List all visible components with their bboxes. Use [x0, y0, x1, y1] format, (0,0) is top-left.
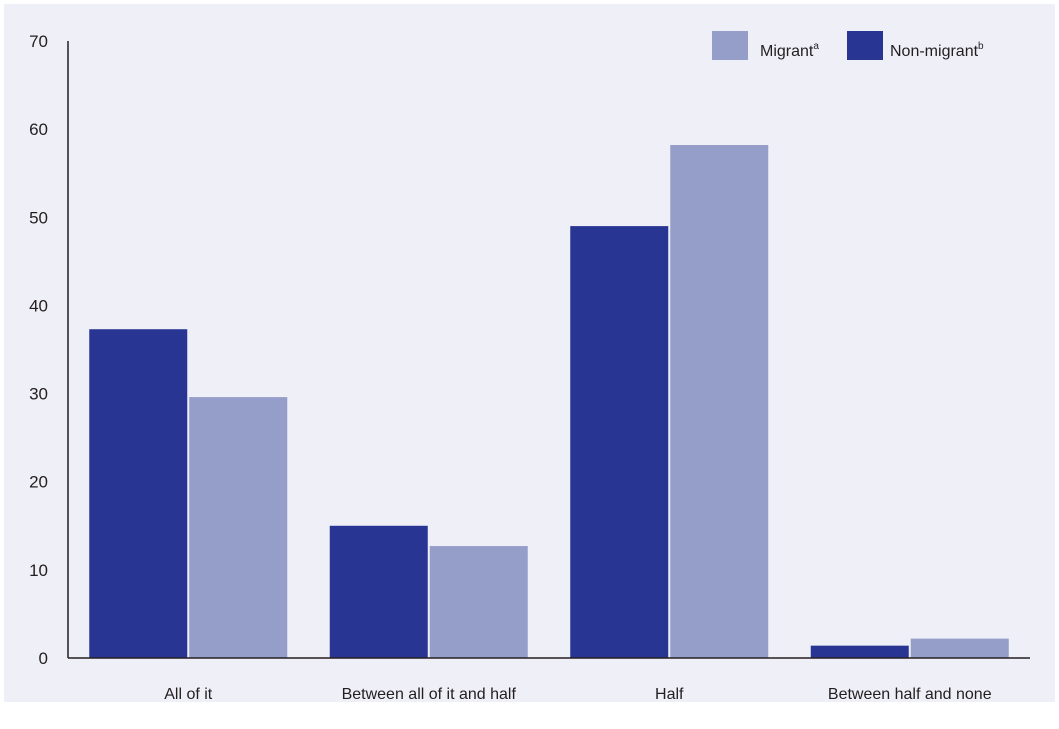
bars-layer: [89, 145, 1009, 659]
bar-non-migrant-all-of-it: [89, 329, 188, 658]
bar-migrant-all-of-it: [189, 397, 288, 658]
x-category-label-half: Half: [655, 686, 684, 703]
y-tick-labels: 0 10 20 30 40 50 60 70: [29, 32, 48, 668]
y-tick-label-50: 50: [29, 208, 48, 227]
bar-non-migrant-between-half-and-none: [810, 645, 909, 658]
bar-migrant-between-half-and-none: [910, 638, 1009, 658]
legend-label-migrant: Migranta: [760, 41, 819, 60]
x-category-label-all-of-it: All of it: [164, 686, 213, 703]
y-tick-label-20: 20: [29, 473, 48, 492]
y-tick-label-40: 40: [29, 296, 48, 315]
x-category-label-between-half-and-none: Between half and none: [828, 686, 992, 703]
x-category-label-between-all-of-it-and-half: Between all of it and half: [342, 686, 517, 703]
legend-swatch-migrant: [712, 31, 748, 60]
y-tick-label-30: 30: [29, 385, 48, 404]
y-tick-label-10: 10: [29, 561, 48, 580]
y-tick-label-60: 60: [29, 120, 48, 139]
legend-swatch-non-migrant: [847, 31, 883, 60]
y-tick-label-70: 70: [29, 32, 48, 51]
bar-non-migrant-half: [570, 226, 669, 658]
bar-migrant-half: [670, 145, 769, 659]
legend-label-non-migrant: Non-migrantb: [890, 41, 984, 60]
bar-non-migrant-between-all-of-it-and-half: [329, 525, 428, 658]
x-category-labels: All of it Between all of it and half Half B…: [164, 686, 991, 703]
y-tick-label-0: 0: [39, 649, 48, 668]
legend: Migranta Non-migrantb: [712, 31, 984, 60]
bar-migrant-between-all-of-it-and-half: [429, 546, 528, 658]
